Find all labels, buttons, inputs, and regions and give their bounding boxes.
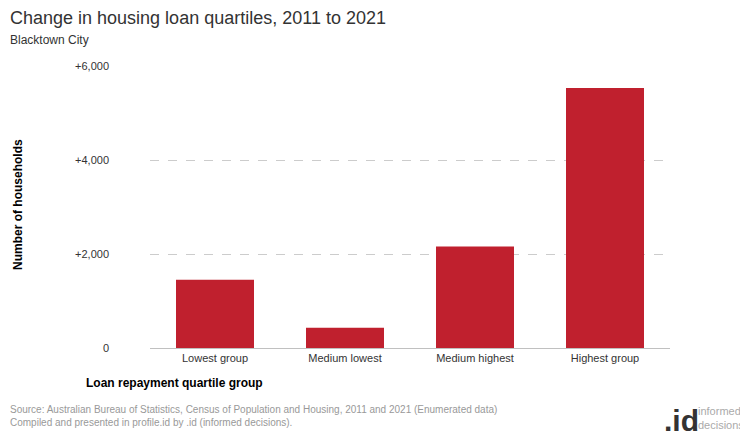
svg-text:Medium lowest: Medium lowest <box>308 352 381 364</box>
svg-text:0: 0 <box>103 342 109 354</box>
svg-text:+4,000: +4,000 <box>75 154 109 166</box>
svg-text:informeddecisions: informeddecisions <box>698 405 740 431</box>
svg-text:+6,000: +6,000 <box>75 60 109 72</box>
svg-text:Number of households: Number of households <box>11 139 25 270</box>
svg-text:+2,000: +2,000 <box>75 248 109 260</box>
svg-text:Blacktown City: Blacktown City <box>10 33 89 47</box>
svg-text:Highest group: Highest group <box>571 352 640 364</box>
svg-text:Compiled and presented in prof: Compiled and presented in profile.id by … <box>10 417 292 428</box>
svg-text:Source: Australian Bureau of S: Source: Australian Bureau of Statistics,… <box>10 404 497 415</box>
svg-text:Loan repayment quartile group: Loan repayment quartile group <box>86 376 263 390</box>
svg-text:.id: .id <box>664 404 699 437</box>
svg-text:Medium highest: Medium highest <box>436 352 514 364</box>
svg-text:Lowest group: Lowest group <box>182 352 248 364</box>
svg-text:Change in housing loan quartil: Change in housing loan quartiles, 2011 t… <box>10 8 386 28</box>
